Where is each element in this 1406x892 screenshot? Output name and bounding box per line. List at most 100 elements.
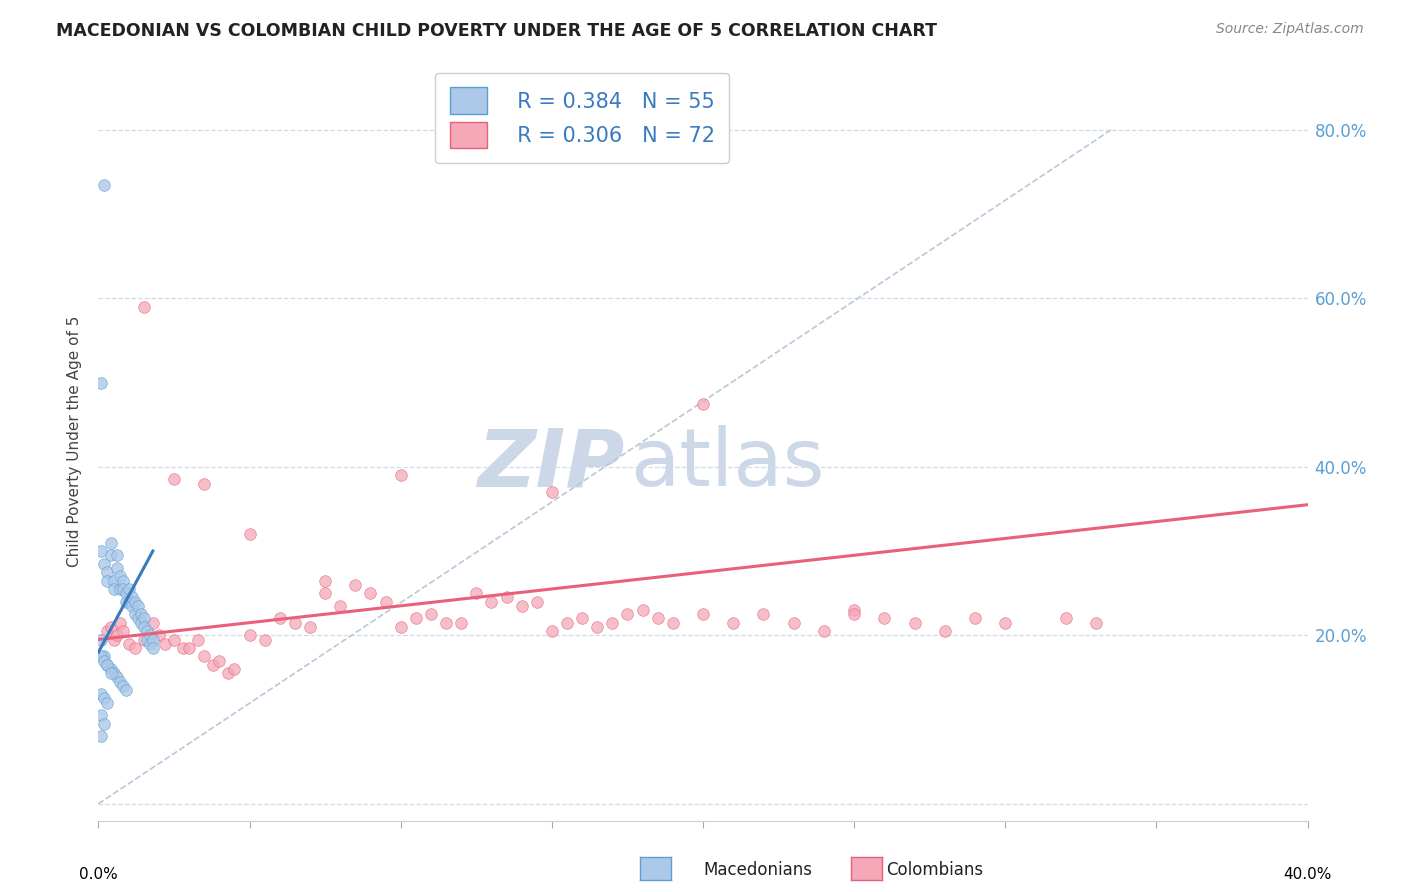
Point [121,591,143,605]
Point [96,574,118,588]
Point [90,632,112,647]
Point [904,615,927,630]
Text: Source: ZipAtlas.com: Source: ZipAtlas.com [1216,22,1364,37]
Point [105,548,128,563]
Legend:   R = 0.384   N = 55,   R = 0.306   N = 72: R = 0.384 N = 55, R = 0.306 N = 72 [434,73,730,163]
Point [481,594,503,608]
Point [111,679,134,693]
Point [389,620,412,634]
Point [90,649,112,664]
Point [360,586,382,600]
Point [103,632,125,647]
Point [692,607,714,622]
Point [692,396,714,410]
Point [114,683,136,698]
Point [135,624,157,639]
Point [114,586,136,600]
Point [510,599,533,613]
Point [752,607,775,622]
Point [783,615,806,630]
Point [187,632,209,647]
Point [965,611,987,625]
Text: ZIP: ZIP [477,425,624,503]
Point [723,615,745,630]
Point [193,649,215,664]
Point [93,691,115,706]
Point [93,557,115,571]
Text: 0.0%: 0.0% [79,867,118,882]
Point [111,574,134,588]
Point [90,730,112,744]
Point [111,624,134,639]
Point [1054,611,1077,625]
Point [127,611,149,625]
Point [163,473,186,487]
Point [100,548,122,563]
Point [93,716,115,731]
Point [208,654,231,668]
Point [813,624,835,639]
Point [108,615,131,630]
Point [571,611,593,625]
Point [108,582,131,596]
Point [224,662,246,676]
Point [118,582,141,596]
Point [90,708,112,723]
Point [103,582,125,596]
Point [647,611,669,625]
Point [93,178,115,192]
Point [132,632,155,647]
Text: atlas: atlas [630,425,825,503]
Point [96,696,118,710]
Point [179,640,201,655]
Point [90,376,112,390]
Point [239,628,262,642]
Point [602,615,624,630]
Point [90,544,112,558]
Point [105,628,128,642]
Y-axis label: Child Poverty Under the Age of 5: Child Poverty Under the Age of 5 [67,316,83,567]
Point [314,574,336,588]
Point [108,569,131,583]
Point [555,615,578,630]
Point [96,657,118,672]
Point [495,591,517,605]
Point [142,640,165,655]
Point [153,637,176,651]
Point [105,670,128,684]
Point [450,615,472,630]
Point [526,594,548,608]
Point [100,662,122,676]
Point [253,632,276,647]
Point [127,599,149,613]
Point [139,628,162,642]
Point [434,615,457,630]
Point [661,615,683,630]
Point [314,586,336,600]
Point [118,594,141,608]
Point [616,607,638,622]
Text: 40.0%: 40.0% [1284,867,1331,882]
Point [844,603,866,617]
Point [142,615,165,630]
Point [93,654,115,668]
Point [118,637,141,651]
Point [90,687,112,701]
Point [934,624,956,639]
Point [103,574,125,588]
Point [586,620,609,634]
Point [163,632,186,647]
Point [132,611,155,625]
Point [389,468,412,483]
Point [105,561,128,575]
Point [96,565,118,579]
Point [329,599,352,613]
Point [1085,615,1108,630]
Point [111,582,134,596]
Point [299,620,322,634]
Point [129,607,152,622]
Text: Macedonians: Macedonians [703,861,813,879]
Point [193,476,215,491]
Point [103,666,125,681]
Point [100,535,122,549]
